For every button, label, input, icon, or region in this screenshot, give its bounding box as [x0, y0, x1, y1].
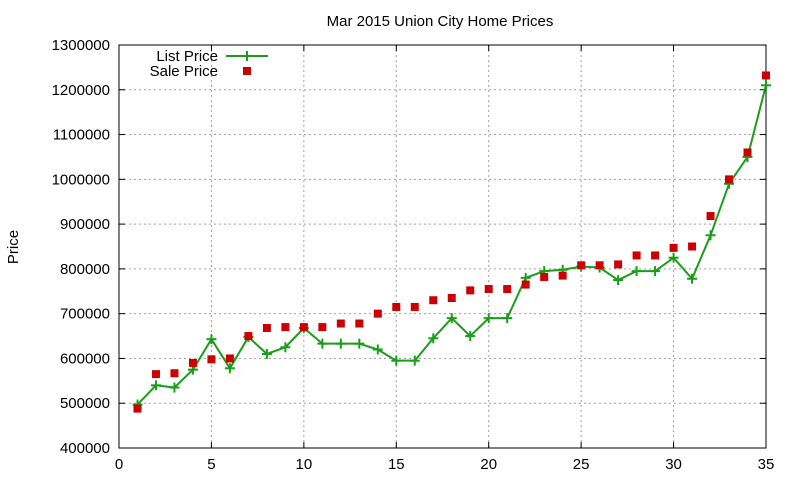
y-tick-label: 500000: [60, 395, 110, 412]
list-price-point: [705, 230, 716, 241]
list-price-point: [261, 348, 272, 359]
axes: 0 5 10 15 20 25 30 35 400000 500000 600000 700000 80…: [52, 37, 775, 473]
y-axis-label: Price: [5, 230, 22, 264]
list-price-point: [465, 331, 476, 342]
series: [132, 71, 771, 413]
list-price-point: [354, 338, 365, 349]
list-price-point: [150, 380, 161, 391]
sale-price-point: [133, 404, 142, 413]
plot-frame: [118, 44, 767, 449]
sale-price-point: [743, 148, 752, 157]
list-price-point: [650, 266, 661, 277]
list-price-point: [631, 266, 642, 277]
sale-price-point: [429, 296, 438, 305]
list-price-point: [613, 275, 624, 286]
list-price-point: [372, 344, 383, 355]
legend-square: [243, 67, 251, 75]
sale-price-point: [225, 354, 234, 363]
list-price-point: [502, 313, 513, 324]
sale-price-point: [151, 370, 160, 379]
sale-price-point: [336, 319, 345, 328]
list-price-point: [206, 334, 217, 345]
y-tick-label: 900000: [60, 216, 110, 233]
grid-lines: [119, 45, 766, 448]
sale-price-point: [410, 302, 419, 311]
sale-price-point: [244, 332, 253, 341]
sale-price-point: [318, 323, 327, 332]
sale-price-point: [392, 302, 401, 311]
sale-price-point: [651, 251, 660, 260]
x-tick-label: 30: [665, 456, 682, 473]
list-price-point: [335, 338, 346, 349]
chart-title: Mar 2015 Union City Home Prices: [327, 13, 554, 30]
y-tick-label: 1200000: [52, 82, 110, 99]
y-tick-label: 1300000: [52, 37, 110, 54]
sale-price-point: [484, 285, 493, 294]
x-tick-label: 10: [296, 456, 313, 473]
list-price-point: [391, 355, 402, 366]
sale-price-point: [725, 175, 734, 184]
sale-price-point: [521, 280, 530, 289]
list-price-point: [224, 363, 235, 374]
sale-price-point: [540, 272, 549, 281]
list-price-point: [687, 273, 698, 284]
list-price-point: [409, 355, 420, 366]
x-tick-label: 35: [758, 456, 775, 473]
y-tick-label: 400000: [60, 440, 110, 457]
y-tick-label: 700000: [60, 306, 110, 323]
x-tick-label: 0: [115, 456, 123, 473]
legend-label: Sale Price: [150, 63, 218, 80]
sale-price-point: [447, 293, 456, 302]
y-tick-label: 800000: [60, 261, 110, 278]
list-price-point: [280, 342, 291, 353]
x-tick-label: 25: [573, 456, 590, 473]
sale-price-point: [262, 323, 271, 332]
sale-price-point: [299, 323, 308, 332]
sale-price-point: [355, 319, 364, 328]
sale-price-point: [762, 71, 770, 80]
list-price-point: [428, 333, 439, 344]
sale-price-point: [632, 251, 641, 260]
list-price-point: [668, 252, 679, 263]
sale-price-point: [577, 261, 586, 270]
x-tick-label: 5: [207, 456, 215, 473]
legend-label: List Price: [156, 48, 218, 65]
list-price-point: [483, 313, 494, 324]
sale-price-point: [595, 261, 604, 270]
sale-price-point: [688, 242, 697, 251]
sale-price-point: [503, 285, 512, 294]
sale-price-point: [170, 369, 179, 378]
list-price-point: [761, 80, 771, 91]
list-price-point: [317, 338, 328, 349]
x-tick-label: 15: [388, 456, 405, 473]
list-price-point: [169, 382, 180, 393]
sale-price-point: [706, 212, 715, 221]
sale-price-point: [669, 243, 678, 252]
x-tick-label: 20: [480, 456, 497, 473]
y-tick-label: 600000: [60, 350, 110, 367]
sale-price-point: [207, 355, 216, 364]
sale-price-point: [558, 271, 567, 280]
sale-price-point: [466, 286, 475, 295]
sale-price-point: [373, 309, 382, 318]
list-price-point: [446, 313, 457, 324]
sale-price-point: [281, 323, 290, 332]
y-tick-label: 1100000: [53, 127, 110, 144]
sale-price-point: [188, 358, 197, 367]
sale-price-point: [614, 260, 623, 269]
y-tick-label: 1000000: [52, 171, 110, 188]
